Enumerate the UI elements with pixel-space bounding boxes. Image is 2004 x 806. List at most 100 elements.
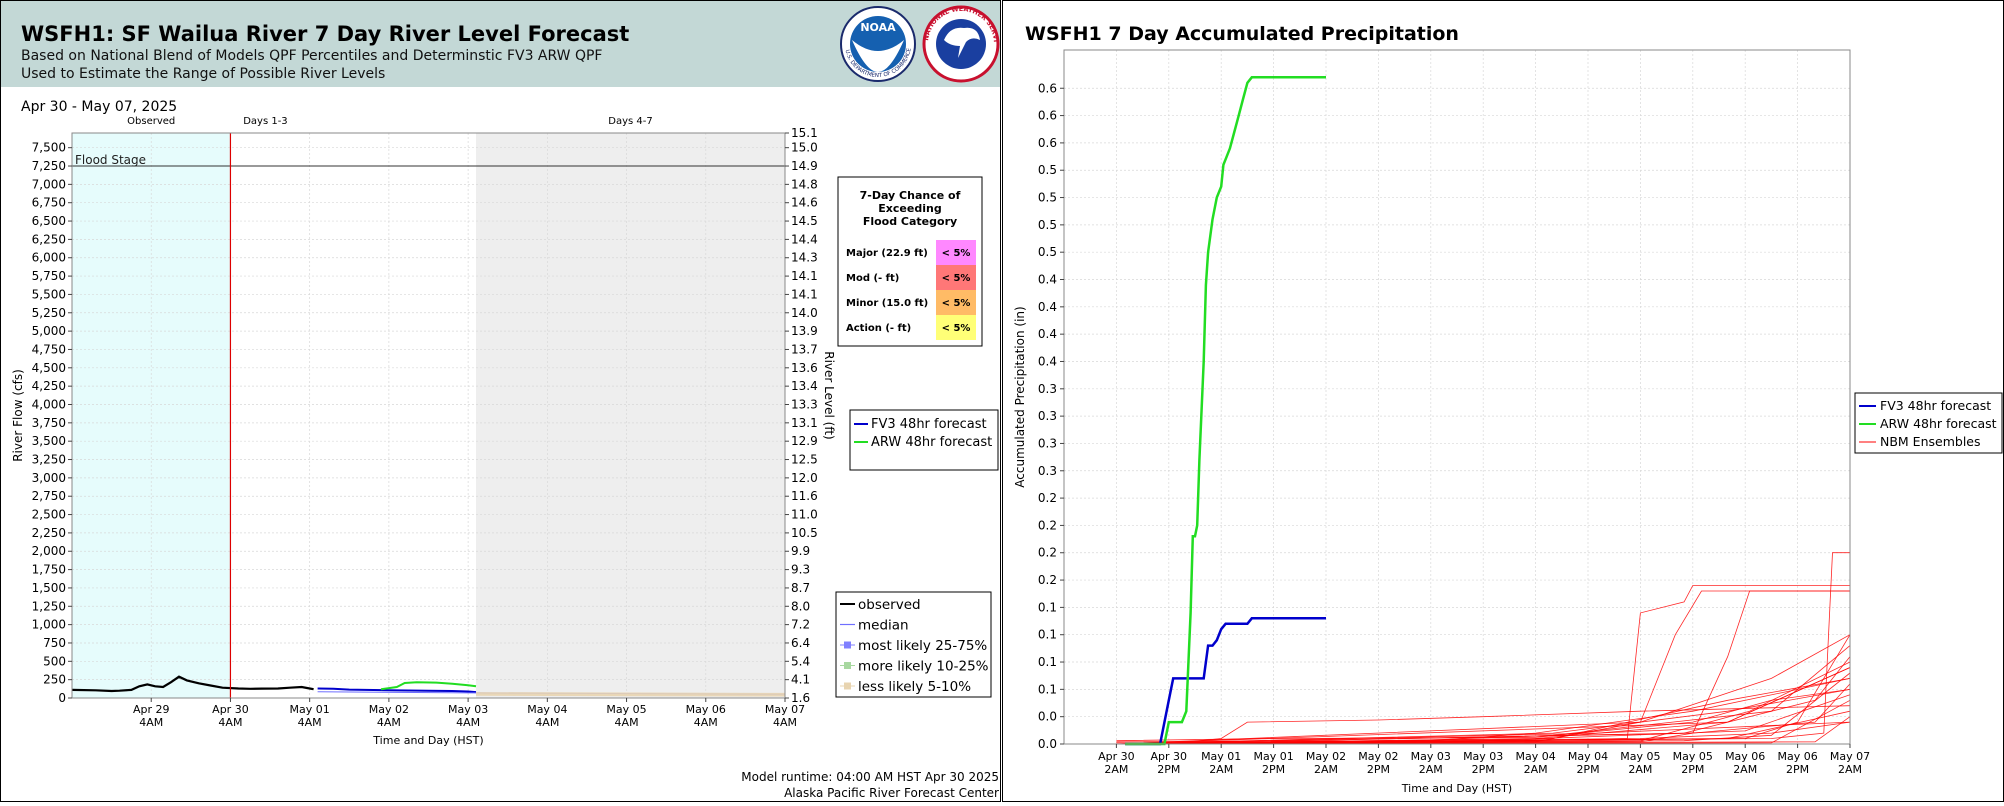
legend-swatch-box xyxy=(844,662,851,669)
y-tick-label-left: 3,250 xyxy=(32,453,66,467)
precip-x-tick-label: May 07 xyxy=(1830,750,1870,763)
flood-category-value: < 5% xyxy=(942,273,971,284)
precip-y-tick-label: 0.3 xyxy=(1038,409,1057,423)
nbm-ensemble-member xyxy=(1116,694,1851,745)
precip-x-tick-label: 2AM xyxy=(1838,763,1862,776)
chart-subtitle-1: Based on National Blend of Models QPF Pe… xyxy=(21,48,602,64)
region-label: Days 4-7 xyxy=(608,116,652,127)
precip-x-tick-label: 2AM xyxy=(1419,763,1443,776)
flood-category-label: Minor (15.0 ft) xyxy=(846,298,928,309)
forecast-center: Alaska Pacific River Forecast Center xyxy=(784,786,999,800)
flood-category-swatch xyxy=(936,290,976,315)
chart-subtitle-2: Used to Estimate the Range of Possible R… xyxy=(21,66,385,82)
nbm-ensemble-member xyxy=(1116,678,1851,745)
y-tick-label-left: 6,750 xyxy=(32,196,66,210)
precip-plot-background xyxy=(1064,50,1850,744)
y-tick-label-left: 1,750 xyxy=(32,563,66,577)
x-tick-label: May 03 xyxy=(448,703,488,716)
precip-x-tick-label: May 01 xyxy=(1253,750,1293,763)
y-tick-label-right: 8.0 xyxy=(791,599,810,613)
series-arw-48hr-forecast xyxy=(380,681,477,691)
y-tick-label-left: 5,250 xyxy=(32,306,66,320)
y-tick-label-left: 4,500 xyxy=(32,361,66,375)
noaa-logo: NOAA U.S. DEPARTMENT OF COMMERCE xyxy=(840,6,916,82)
y-tick-label-right: 14.1 xyxy=(791,287,818,301)
precip-x-tick-label: May 06 xyxy=(1725,750,1765,763)
y-tick-label-left: 7,500 xyxy=(32,141,66,155)
precip-x-tick-label: May 03 xyxy=(1463,750,1503,763)
y-tick-label-left: 5,750 xyxy=(32,269,66,283)
precip-y-tick-label: 0.6 xyxy=(1038,109,1057,123)
range-legend-frame xyxy=(835,591,992,698)
flood-category-value: < 5% xyxy=(942,248,971,259)
precip-x-tick-label: 2AM xyxy=(1209,763,1233,776)
y-tick-label-right: 15.0 xyxy=(791,141,818,155)
precip-y-tick-label: 0.3 xyxy=(1038,436,1057,450)
y-tick-label-left: 500 xyxy=(43,654,66,668)
precip-x-tick-label: 2PM xyxy=(1681,763,1704,776)
precip-y-tick-label: 0.4 xyxy=(1038,327,1057,341)
region-label: Days 1-3 xyxy=(243,116,287,127)
y-tick-label-right: 14.8 xyxy=(791,177,818,191)
plot-frame xyxy=(71,132,786,699)
legend-label: ARW 48hr forecast xyxy=(871,435,992,450)
series-observed xyxy=(71,675,314,693)
precip-x-tick-label: May 05 xyxy=(1673,750,1713,763)
y-tick-label-right: 15.1 xyxy=(791,126,818,140)
flood-category-label: Major (22.9 ft) xyxy=(846,248,928,259)
precip-x-tick-label: 2PM xyxy=(1262,763,1285,776)
nbm-ensemble-member xyxy=(1116,590,1850,745)
y-tick-label-left: 750 xyxy=(43,636,66,650)
legend-label: most likely 25-75% xyxy=(858,638,987,654)
precip-x-tick-label: Apr 30 xyxy=(1151,750,1188,763)
forecast-legend: FV3 48hr forecast ARW 48hr forecast xyxy=(849,409,999,471)
hydrograph-plot: Flood Stage Observed Days 1-3 Days 4-7 0 250 5… xyxy=(11,116,836,747)
flood-category-value: < 5% xyxy=(942,298,971,309)
x-tick-label: 4AM xyxy=(456,716,480,729)
legend-label: median xyxy=(858,618,909,634)
x-tick-label: Apr 30 xyxy=(212,703,249,716)
nbm-ensemble-member xyxy=(1116,716,1851,745)
legend-label: less likely 5-10% xyxy=(858,679,971,695)
precip-y-axis-label: Accumulated Precipitation (in) xyxy=(1013,306,1027,487)
y-tick-label-right: 6.4 xyxy=(791,636,810,650)
x-tick-label: 4AM xyxy=(773,716,797,729)
precip-y-tick-label: 0.5 xyxy=(1038,163,1057,177)
x-tick-label: May 04 xyxy=(527,703,567,716)
y-tick-label-left: 2,250 xyxy=(32,526,66,540)
precip-y-tick-label: 0.2 xyxy=(1038,546,1057,560)
y-tick-label-left: 1,250 xyxy=(32,599,66,613)
model-runtime: Model runtime: 04:00 AM HST Apr 30 2025 xyxy=(741,770,999,784)
lightning-cloud-icon xyxy=(944,27,980,58)
y-tick-label-left: 3,000 xyxy=(32,471,66,485)
nbm-ensemble-member xyxy=(1116,634,1851,745)
legend-label: FV3 48hr forecast xyxy=(1880,398,1991,413)
y-tick-label-left: 4,750 xyxy=(32,342,66,356)
precip-y-tick-label: 0.1 xyxy=(1038,682,1057,696)
river-forecast-panel: WSFH1: SF Wailua River 7 Day River Level… xyxy=(0,0,1001,802)
precip-y-tick-label: 0.5 xyxy=(1038,218,1057,232)
precip-x-tick-label: 2PM xyxy=(1367,763,1390,776)
y-tick-label-right: 13.3 xyxy=(791,397,818,411)
precip-x-tick-label: 2PM xyxy=(1576,763,1599,776)
flood-category-label: Action (- ft) xyxy=(846,323,911,334)
y-tick-label-right: 11.0 xyxy=(791,508,818,522)
precip-x-tick-label: May 01 xyxy=(1201,750,1241,763)
legend-label: FV3 48hr forecast xyxy=(871,417,987,432)
y-tick-label-right: 14.5 xyxy=(791,214,818,228)
precip-legend-frame xyxy=(1854,392,2003,454)
flood-category-swatch xyxy=(936,240,976,265)
flood-stage-label: Flood Stage xyxy=(75,153,146,167)
band-less-likely-5-10 xyxy=(476,692,785,697)
legend-swatch-box xyxy=(844,641,851,649)
series-fv3-48hr-forecast xyxy=(317,687,477,694)
x-tick-label: 4AM xyxy=(615,716,639,729)
flood-table-title: Exceeding xyxy=(878,202,941,215)
y-tick-label-left: 1,500 xyxy=(32,581,66,595)
precipitation-panel: WSFH1 7 Day Accumulated Precipitation 0.… xyxy=(1002,0,2004,802)
noaa-logo-text: NOAA xyxy=(860,21,896,34)
series-arw-48hr-forecast xyxy=(1125,76,1326,746)
y-tick-label-right: 7.2 xyxy=(791,618,810,632)
x-tick-label: May 02 xyxy=(369,703,409,716)
